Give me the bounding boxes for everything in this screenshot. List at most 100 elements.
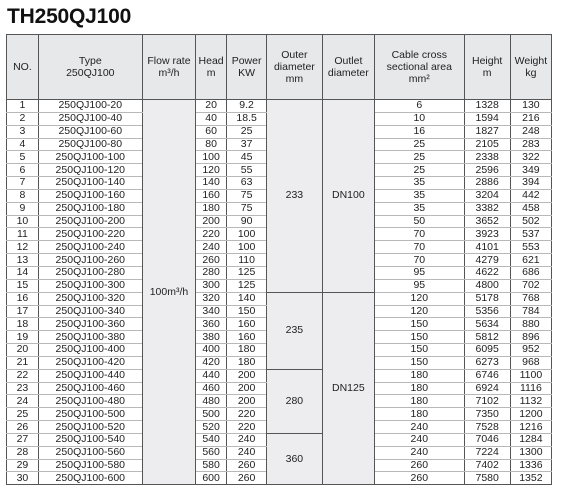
cell-outer-diameter: 233 bbox=[266, 99, 323, 293]
cell-weight: 880 bbox=[509, 317, 553, 332]
cell-head: 400 bbox=[195, 343, 228, 357]
cell-power: 200 bbox=[226, 394, 268, 409]
cell-weight: 768 bbox=[509, 291, 553, 306]
cell-cable-area: 70 bbox=[374, 227, 465, 242]
cell-cable-area: 25 bbox=[374, 150, 465, 165]
cell-head: 320 bbox=[195, 291, 228, 306]
cell-power: 240 bbox=[226, 445, 268, 460]
cell-no: 4 bbox=[6, 137, 39, 152]
cell-weight: 1336 bbox=[509, 458, 553, 473]
cell-type: 250QJ100-340 bbox=[37, 304, 143, 319]
cell-weight: 1216 bbox=[509, 420, 553, 434]
cell-power: 55 bbox=[226, 163, 268, 178]
cell-weight: 784 bbox=[509, 304, 553, 319]
cell-head: 380 bbox=[195, 330, 228, 345]
cell-head: 40 bbox=[195, 111, 228, 126]
cell-head: 520 bbox=[195, 420, 228, 434]
table-body: 1 250QJ100-20 100m³/h 20 9.2 233 DN100 6 1328 130… bbox=[6, 98, 553, 486]
cell-head: 180 bbox=[195, 201, 228, 216]
header-type-label: Type bbox=[78, 55, 102, 67]
header-height: Height m bbox=[463, 34, 511, 100]
cell-weight: 349 bbox=[509, 163, 553, 178]
cell-type: 250QJ100-480 bbox=[37, 394, 143, 409]
cell-power: 140 bbox=[226, 291, 268, 306]
cell-cable-area: 35 bbox=[374, 176, 465, 190]
cell-no: 24 bbox=[6, 394, 39, 409]
cell-head: 480 bbox=[195, 394, 228, 409]
header-power-unit: KW bbox=[238, 67, 256, 79]
cell-cable-area: 260 bbox=[374, 471, 465, 486]
header-flow-unit: m³/h bbox=[158, 67, 180, 79]
cell-type: 250QJ100-200 bbox=[37, 214, 143, 229]
cell-no: 8 bbox=[6, 188, 39, 203]
header-flow-rate: Flow rate m³/h bbox=[141, 34, 197, 100]
cell-power: 150 bbox=[226, 304, 268, 319]
table-row: 16 250QJ100-320 320 140 235 DN125 120 5178 768 bbox=[6, 291, 553, 486]
cell-height: 7528 bbox=[463, 420, 511, 434]
cell-head: 580 bbox=[195, 458, 228, 473]
cell-type: 250QJ100-500 bbox=[37, 407, 143, 422]
cell-weight: 216 bbox=[509, 111, 553, 126]
header-outlet-diameter: Outlet diameter bbox=[321, 34, 376, 100]
table-row: 6 250QJ100-120 120 55 25 2596 349 bbox=[6, 163, 553, 178]
cell-height: 2596 bbox=[463, 163, 511, 178]
cell-weight: 1100 bbox=[509, 368, 553, 383]
cell-no: 19 bbox=[6, 330, 39, 345]
cell-height: 4279 bbox=[463, 253, 511, 267]
cell-weight: 686 bbox=[509, 265, 553, 280]
cell-cable-area: 70 bbox=[374, 253, 465, 267]
cell-type: 250QJ100-20 bbox=[37, 99, 143, 113]
cell-cable-area: 10 bbox=[374, 111, 465, 126]
header-height-label: Height bbox=[471, 55, 503, 67]
cell-no: 27 bbox=[6, 432, 39, 447]
header-outer-unit: mm bbox=[285, 73, 304, 85]
table-row: 30 250QJ100-600 600 260 260 7580 1352 bbox=[6, 471, 553, 486]
cell-no: 26 bbox=[6, 420, 39, 434]
cell-power: 75 bbox=[226, 201, 268, 216]
header-height-unit: m bbox=[482, 67, 492, 79]
spec-table: NO. Type 250QJ100 Flow rate m³/h Head m … bbox=[6, 34, 553, 486]
cell-height: 7350 bbox=[463, 407, 511, 422]
table-row: 26 250QJ100-520 520 220 240 7528 1216 bbox=[6, 420, 553, 434]
cell-no: 23 bbox=[6, 381, 39, 396]
header-type-series: 250QJ100 bbox=[66, 67, 115, 79]
cell-no: 10 bbox=[6, 214, 39, 229]
cell-no: 7 bbox=[6, 176, 39, 190]
cell-height: 3652 bbox=[463, 214, 511, 229]
cell-no: 20 bbox=[6, 343, 39, 357]
header-weight-label: Weight bbox=[514, 55, 548, 67]
cell-type: 250QJ100-100 bbox=[37, 150, 143, 165]
cell-height: 4101 bbox=[463, 240, 511, 255]
header-power-label: Power bbox=[231, 55, 262, 67]
cell-head: 560 bbox=[195, 445, 228, 460]
cell-cable-area: 180 bbox=[374, 407, 465, 422]
cell-cable-area: 25 bbox=[374, 137, 465, 152]
cell-height: 3382 bbox=[463, 201, 511, 216]
cell-type: 250QJ100-60 bbox=[37, 124, 143, 139]
cell-power: 125 bbox=[226, 278, 268, 293]
table-row: 18 250QJ100-360 360 160 150 5634 880 bbox=[6, 317, 553, 332]
cell-type: 250QJ100-180 bbox=[37, 201, 143, 216]
cell-height: 7102 bbox=[463, 394, 511, 409]
cell-weight: 1200 bbox=[509, 407, 553, 422]
cell-height: 7402 bbox=[463, 458, 511, 473]
cell-type: 250QJ100-40 bbox=[37, 111, 143, 126]
table-header: NO. Type 250QJ100 Flow rate m³/h Head m … bbox=[6, 34, 553, 100]
cell-cable-area: 6 bbox=[374, 99, 465, 113]
cell-no: 2 bbox=[6, 111, 39, 126]
cell-weight: 1284 bbox=[509, 432, 553, 447]
cell-head: 200 bbox=[195, 214, 228, 229]
cell-head: 340 bbox=[195, 304, 228, 319]
cell-power: 37 bbox=[226, 137, 268, 152]
header-head-unit: m bbox=[206, 67, 216, 79]
table-row: 25 250QJ100-500 500 220 180 7350 1200 bbox=[6, 407, 553, 422]
header-no: NO. bbox=[6, 34, 39, 100]
cell-height: 1827 bbox=[463, 124, 511, 139]
cell-type: 250QJ100-240 bbox=[37, 240, 143, 255]
cell-power: 180 bbox=[226, 343, 268, 357]
cell-type: 250QJ100-600 bbox=[37, 471, 143, 486]
cell-power: 220 bbox=[226, 407, 268, 422]
cell-type: 250QJ100-160 bbox=[37, 188, 143, 203]
header-outer-diameter: Outer diameter mm bbox=[266, 34, 323, 100]
cell-cable-area: 260 bbox=[374, 458, 465, 473]
